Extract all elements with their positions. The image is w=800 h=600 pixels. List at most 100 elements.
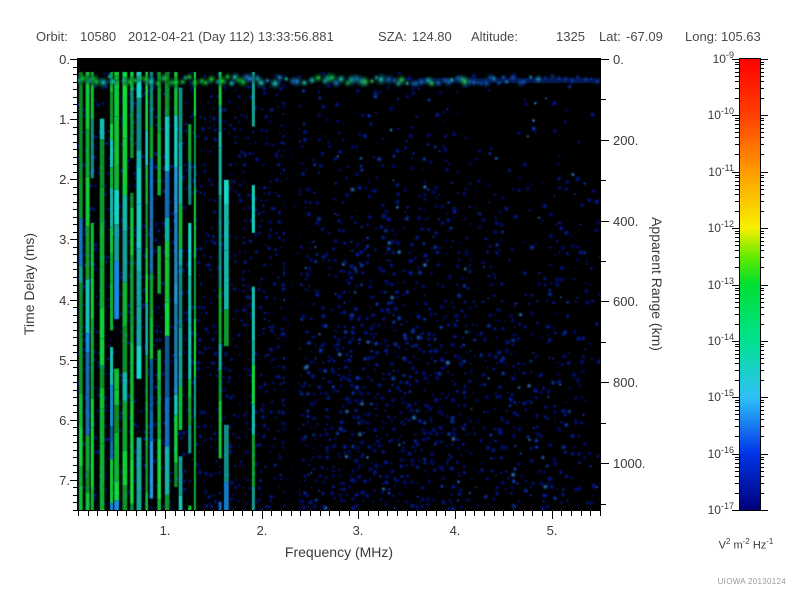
- y-minor-tick: [73, 112, 78, 113]
- colorbar-minor-tick: [735, 459, 740, 460]
- y-minor-tick: [73, 292, 78, 293]
- colorbar-major-tick: [732, 397, 740, 398]
- colorbar-minor-tick: [735, 380, 740, 381]
- y-axis-label-left: Time Delay (ms): [21, 232, 37, 336]
- colorbar-minor-tick: [760, 231, 764, 232]
- colorbar-minor-tick: [760, 436, 764, 437]
- y-minor-tick: [73, 157, 78, 158]
- x-minor-tick: [339, 511, 340, 516]
- colorbar-minor-tick: [760, 290, 764, 291]
- x-minor-tick: [281, 511, 282, 516]
- colorbar-minor-tick: [760, 185, 764, 186]
- x-minor-tick: [136, 511, 137, 516]
- x-minor-tick: [349, 511, 350, 516]
- long-label: Long:: [685, 29, 718, 44]
- x-minor-tick: [503, 511, 504, 516]
- colorbar-minor-tick: [735, 290, 740, 291]
- colorbar-minor-tick: [735, 402, 740, 403]
- colorbar-minor-tick: [735, 81, 740, 82]
- colorbar-unit-label: V2 m-2 Hz-1: [718, 537, 774, 552]
- colorbar-minor-tick: [735, 211, 740, 212]
- y-minor-tick: [73, 367, 78, 368]
- colorbar-minor-tick: [735, 250, 740, 251]
- colorbar-minor-tick: [760, 459, 764, 460]
- colorbar-minor-tick: [760, 350, 764, 351]
- colorbar-minor-tick: [760, 324, 764, 325]
- colorbar-major-tick: [760, 172, 768, 173]
- colorbar-minor-tick: [760, 346, 764, 347]
- orbit-value: 10580: [80, 29, 117, 44]
- x-minor-tick: [107, 511, 108, 516]
- y-minor-tick: [73, 149, 78, 150]
- x-minor-tick: [416, 511, 417, 516]
- colorbar-minor-tick: [760, 344, 764, 345]
- plot-frame: [77, 58, 601, 511]
- x-minor-tick: [571, 511, 572, 516]
- y-tick-label: 6.: [59, 413, 70, 428]
- x-minor-tick: [271, 511, 272, 516]
- y-minor-tick: [73, 315, 78, 316]
- y-minor-tick: [73, 502, 78, 503]
- x-minor-tick: [523, 511, 524, 516]
- x-minor-tick: [252, 511, 253, 516]
- spectrogram-canvas: [78, 59, 600, 510]
- colorbar-tick-label: 10-17: [707, 501, 734, 517]
- y2-tick-label: 400.: [613, 214, 639, 229]
- y2-major-tick: [601, 301, 609, 302]
- colorbar-major-tick: [760, 454, 768, 455]
- x-minor-tick: [291, 511, 292, 516]
- y2-minor-tick: [601, 423, 606, 424]
- colorbar-minor-tick: [760, 467, 764, 468]
- y2-tick-label: 200.: [613, 133, 639, 148]
- y-minor-tick: [73, 217, 78, 218]
- x-tick-label: 1.: [159, 523, 171, 538]
- x-minor-tick: [242, 511, 243, 516]
- y-minor-tick: [73, 472, 78, 473]
- colorbar-minor-tick: [735, 118, 740, 119]
- colorbar-minor-tick: [760, 402, 764, 403]
- x-minor-tick: [233, 511, 234, 516]
- y-major-tick: [70, 239, 78, 240]
- x-major-tick: [165, 511, 166, 519]
- colorbar-minor-tick: [760, 406, 764, 407]
- colorbar-minor-tick: [735, 144, 740, 145]
- colorbar-minor-tick: [760, 457, 764, 458]
- x-minor-tick: [542, 511, 543, 516]
- y-minor-tick: [73, 412, 78, 413]
- y-minor-tick: [73, 390, 78, 391]
- colorbar-minor-tick: [735, 68, 740, 69]
- y-minor-tick: [73, 495, 78, 496]
- colorbar-minor-tick: [760, 124, 764, 125]
- y-minor-tick: [73, 82, 78, 83]
- x-minor-tick: [532, 511, 533, 516]
- colorbar-minor-tick: [760, 267, 764, 268]
- x-minor-tick: [474, 511, 475, 516]
- y-minor-tick: [73, 382, 78, 383]
- y2-tick-label: 600.: [613, 294, 639, 309]
- colorbar-tick-label: 10-11: [708, 163, 734, 179]
- x-minor-tick: [494, 511, 495, 516]
- colorbar-minor-tick: [760, 64, 764, 65]
- colorbar-minor-tick: [760, 250, 764, 251]
- colorbar-minor-tick: [735, 62, 740, 63]
- colorbar-major-tick: [732, 59, 740, 60]
- x-minor-tick: [600, 511, 601, 516]
- colorbar-minor-tick: [735, 288, 740, 289]
- x-major-tick: [262, 511, 263, 519]
- x-minor-tick: [561, 511, 562, 516]
- colorbar-minor-tick: [735, 457, 740, 458]
- colorbar-minor-tick: [760, 410, 764, 411]
- colorbar-tick-label: 10-14: [707, 332, 734, 348]
- colorbar-minor-tick: [735, 467, 740, 468]
- x-minor-tick: [88, 511, 89, 516]
- y-minor-tick: [73, 127, 78, 128]
- colorbar-minor-tick: [760, 175, 764, 176]
- colorbar-minor-tick: [760, 400, 764, 401]
- colorbar-minor-tick: [760, 363, 764, 364]
- colorbar-minor-tick: [735, 237, 740, 238]
- x-minor-tick: [513, 511, 514, 516]
- colorbar-major-tick: [760, 59, 768, 60]
- colorbar-minor-tick: [760, 189, 764, 190]
- y2-minor-tick: [601, 99, 606, 100]
- colorbar-minor-tick: [735, 410, 740, 411]
